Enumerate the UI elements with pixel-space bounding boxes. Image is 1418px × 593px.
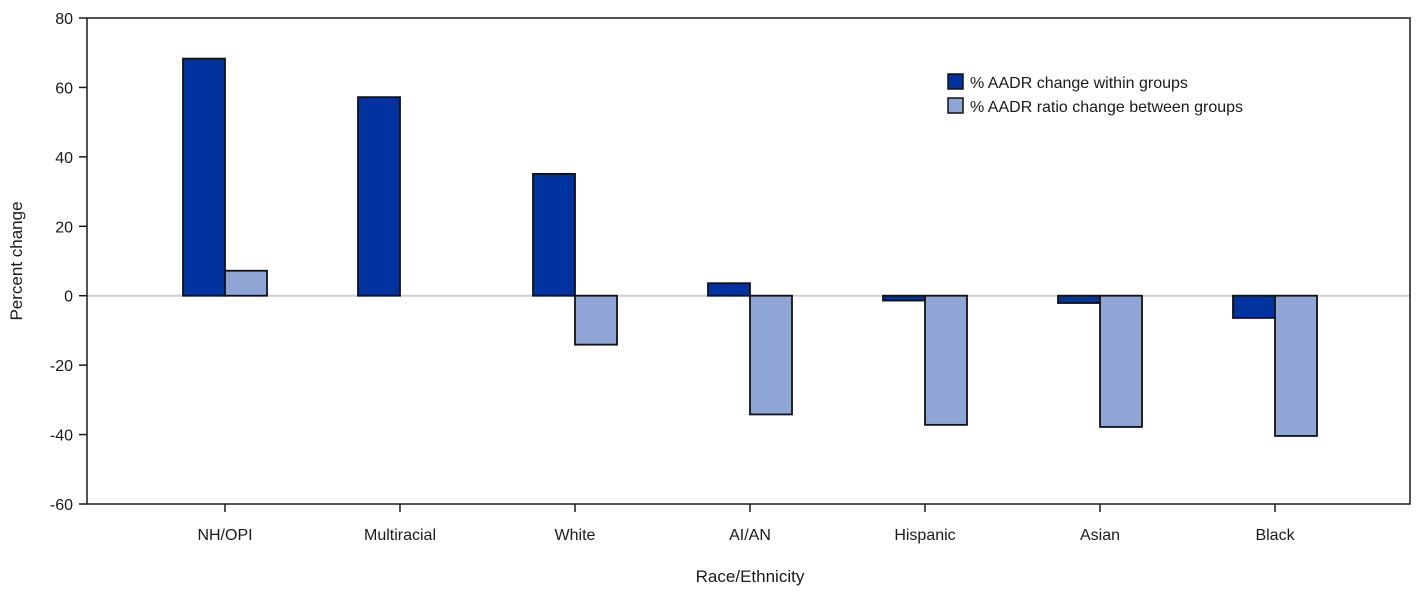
bar-between-groups — [924, 294, 968, 426]
x-tick-label: White — [555, 527, 596, 544]
x-tick-label: Asian — [1080, 527, 1120, 544]
x-tick-label: AI/AN — [729, 527, 771, 544]
y-tick-label: 80 — [55, 11, 73, 28]
bar-within-groups — [182, 57, 226, 297]
bar-within-groups — [1057, 294, 1101, 304]
y-tick-label: 40 — [55, 150, 73, 167]
x-tick-label: NH/OPI — [197, 527, 252, 544]
bar-within-groups — [532, 172, 576, 297]
x-tick-label: Hispanic — [894, 527, 955, 544]
y-tick-label: 0 — [64, 289, 73, 306]
y-tick-label: 60 — [55, 80, 73, 97]
bar-between-groups — [574, 294, 618, 346]
bar-between-groups — [749, 294, 793, 416]
bar-within-groups — [707, 282, 751, 297]
x-axis-title: Race/Ethnicity — [696, 567, 805, 586]
legend-label: % AADR ratio change between groups — [970, 99, 1243, 116]
plot-area-frame — [86, 17, 1411, 505]
y-tick-label: -40 — [50, 428, 73, 445]
bar-within-groups — [882, 294, 926, 302]
y-axis-title: Percent change — [7, 201, 26, 320]
legend-swatch — [947, 97, 964, 114]
legend-label: % AADR change within groups — [970, 75, 1188, 92]
bar-between-groups — [1274, 294, 1318, 437]
y-tick-label: -20 — [50, 358, 73, 375]
x-tick-label: Black — [1255, 527, 1295, 544]
bar-within-groups — [357, 96, 401, 297]
y-tick-label: 20 — [55, 219, 73, 236]
legend-swatch — [947, 73, 964, 90]
y-tick-label: -60 — [50, 497, 73, 514]
legend: % AADR change within groups % AADR ratio … — [947, 73, 1243, 116]
x-tick-label: Multiracial — [364, 527, 436, 544]
bar-between-groups — [1099, 294, 1143, 428]
bar-between-groups — [224, 269, 268, 297]
bar-within-groups — [1232, 294, 1276, 319]
